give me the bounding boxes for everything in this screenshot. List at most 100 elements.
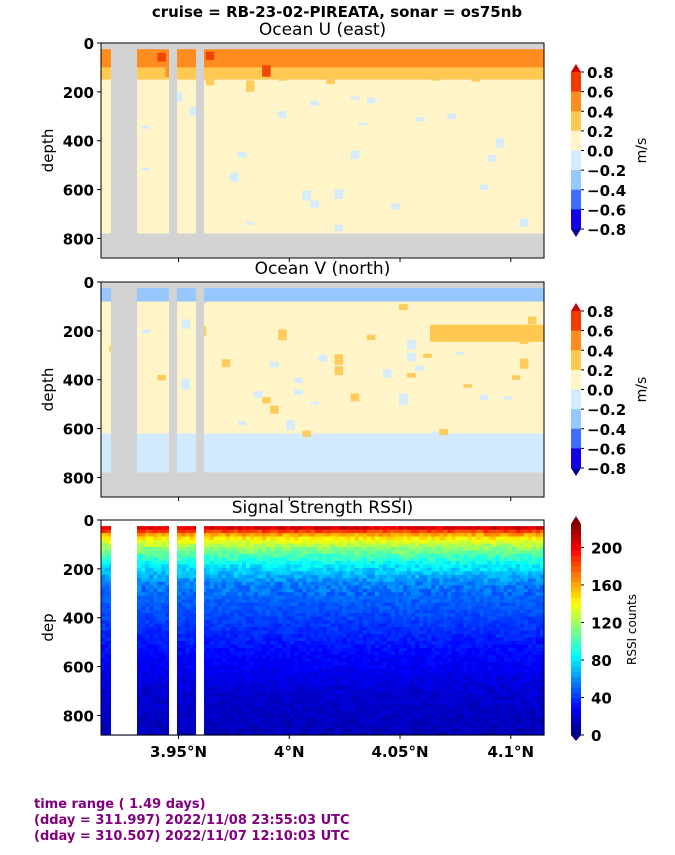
rssi-cell [177, 689, 183, 694]
velocity-patch [399, 393, 408, 406]
rssi-cell [221, 585, 227, 590]
rssi-cell [250, 661, 255, 666]
velocity-patch [407, 352, 416, 362]
rssi-cell [366, 599, 372, 604]
rssi-cell [314, 724, 320, 729]
rssi-cell [386, 560, 392, 566]
rssi-cell [374, 585, 380, 590]
rssi-cell [370, 620, 376, 625]
rssi-cell [101, 647, 106, 653]
rssi-cell [322, 703, 328, 708]
rssi-cell [209, 658, 215, 663]
rssi-cell [419, 529, 424, 534]
rssi-cell [394, 574, 400, 579]
rssi-cell [193, 606, 199, 611]
rssi-cell [338, 679, 344, 684]
rssi-cell [157, 651, 163, 656]
rssi-cell [153, 609, 158, 614]
rssi-cell [358, 654, 364, 660]
rssi-cell [213, 606, 219, 611]
rssi-cell [362, 540, 368, 545]
rssi-cell [185, 710, 191, 715]
rssi-cell [241, 606, 247, 611]
rssi-cell [286, 616, 291, 621]
colorbar-tick-label: 0.8 [587, 64, 614, 82]
rssi-cell [322, 644, 328, 649]
rssi-cell [350, 536, 356, 541]
rssi-cell [101, 672, 106, 677]
rssi-cell [250, 651, 255, 656]
rssi-cell [306, 721, 312, 726]
rssi-cell [342, 686, 348, 691]
rssi-cell [149, 717, 154, 722]
rssi-cell [205, 665, 211, 670]
rssi-cell [189, 526, 195, 531]
rssi-cell [213, 543, 219, 548]
velocity-patch [431, 78, 440, 81]
rssi-cell [205, 721, 211, 726]
rssi-cell [181, 668, 187, 673]
rssi-cell [354, 588, 360, 593]
rssi-cell [157, 696, 163, 701]
rssi-cell [217, 526, 223, 531]
rssi-cell [145, 644, 150, 649]
rssi-cell [254, 567, 259, 572]
rssi-cell [374, 672, 380, 677]
rssi-cell [233, 731, 239, 736]
rssi-cell [318, 714, 324, 719]
rssi-cell [209, 623, 215, 628]
rssi-cell [189, 686, 195, 691]
rssi-cell [334, 571, 340, 576]
rssi-cell [310, 721, 316, 726]
rssi-cell [181, 714, 187, 719]
rssi-cell [358, 613, 364, 618]
rssi-cell [161, 616, 167, 621]
rssi-cell [370, 724, 376, 729]
rssi-cell [378, 553, 384, 559]
rssi-cell [354, 665, 360, 670]
rssi-cell [407, 703, 412, 708]
rssi-cell [286, 675, 291, 680]
rssi-cell [318, 616, 324, 621]
rssi-cell [213, 623, 219, 628]
rssi-cell [101, 721, 106, 726]
rssi-cell [217, 592, 223, 597]
rssi-cell [157, 724, 163, 729]
rssi-cell [250, 703, 255, 708]
rssi-cell [266, 567, 271, 572]
rssi-cell [282, 644, 287, 649]
rssi-cell [411, 606, 416, 611]
rssi-cell [386, 731, 392, 736]
rssi-cell [399, 574, 404, 579]
rssi-cell [221, 533, 227, 538]
rssi-cell [370, 686, 376, 691]
rssi-cell [270, 550, 275, 555]
rssi-cell [141, 710, 146, 715]
rssi-cell [290, 536, 295, 541]
rssi-cell [274, 686, 279, 691]
rssi-cell [326, 728, 332, 733]
rssi-cell [258, 689, 263, 694]
rssi-cell [330, 728, 336, 733]
rssi-cell [145, 536, 150, 541]
rssi-cell [165, 668, 171, 673]
rssi-cell [330, 553, 336, 559]
rssi-cell [415, 571, 420, 576]
rssi-cell [346, 644, 352, 649]
rssi-cell [411, 700, 416, 705]
rssi-cell [270, 592, 275, 597]
rssi-cell [237, 721, 243, 726]
rssi-cell [366, 686, 372, 691]
rssi-cell [225, 721, 231, 726]
rssi-cell [205, 689, 211, 694]
rssi-cell [374, 571, 380, 576]
rssi-cell [378, 721, 384, 726]
rssi-cell [318, 585, 324, 590]
rssi-cell [185, 557, 191, 562]
rssi-cell [137, 672, 142, 677]
rssi-cell [354, 609, 360, 614]
rssi-cell [390, 581, 396, 586]
rssi-cell [245, 560, 251, 566]
rssi-cell [290, 526, 295, 531]
velocity-patch [334, 224, 344, 232]
